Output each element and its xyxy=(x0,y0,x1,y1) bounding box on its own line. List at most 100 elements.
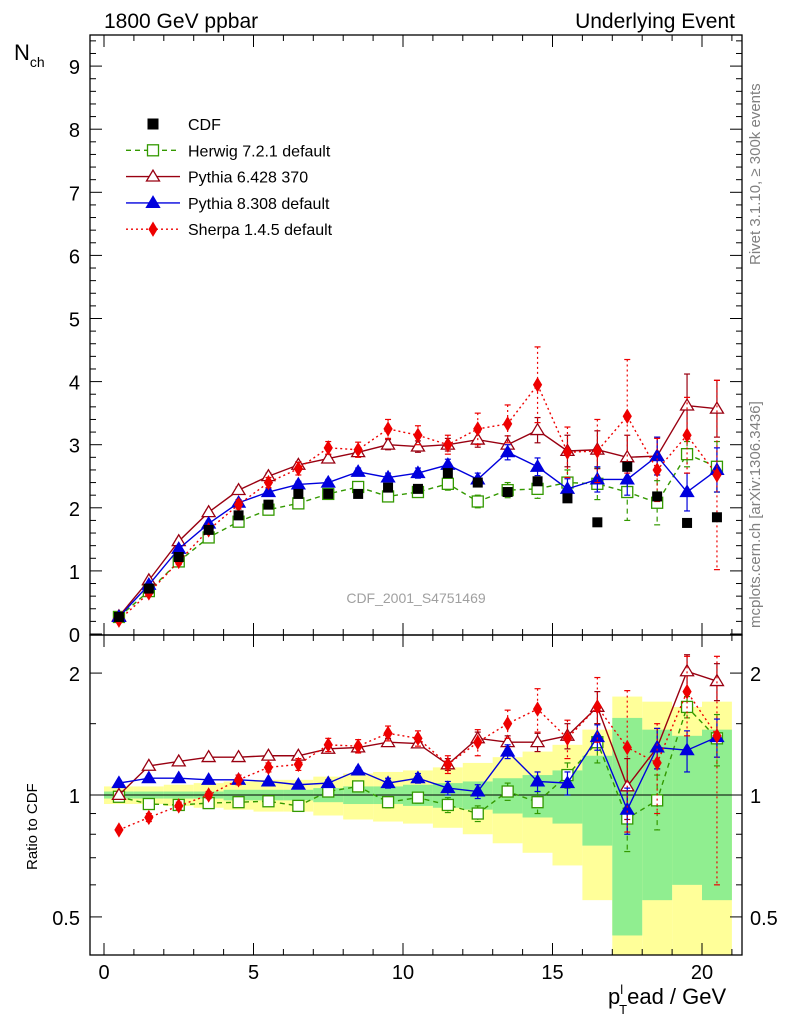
legend-label: Pythia 8.308 default xyxy=(188,196,330,213)
ratio-point xyxy=(233,772,244,788)
legend-label: CDF xyxy=(188,117,221,134)
ratio-point xyxy=(171,753,187,767)
ratio-point xyxy=(440,780,456,794)
x-tick-label: 10 xyxy=(392,962,414,984)
x-axis-label-rest: ead / GeV xyxy=(627,984,726,1009)
data-point xyxy=(679,397,695,411)
data-point xyxy=(201,504,217,518)
data-point xyxy=(323,440,333,456)
cdf-point xyxy=(682,517,693,528)
ratio-point xyxy=(501,785,514,798)
data-series xyxy=(113,461,722,622)
ratio-point xyxy=(562,730,573,747)
data-point xyxy=(471,495,484,508)
data-point xyxy=(413,427,423,443)
ratio-tick-label-right: 2 xyxy=(750,664,761,686)
ratio-point xyxy=(383,725,393,742)
legend-entry: Herwig 7.2.1 default xyxy=(126,143,331,160)
data-point xyxy=(443,437,453,453)
y-tick-label: 2 xyxy=(69,499,80,521)
ratio-point xyxy=(679,742,695,756)
data-point xyxy=(293,460,303,477)
data-point xyxy=(441,477,455,490)
ratio-point xyxy=(353,738,363,754)
ratio-point xyxy=(260,773,277,787)
ratio-point xyxy=(380,775,396,789)
side-label-top: Rivet 3.1.10, ≥ 300k events xyxy=(747,83,764,265)
axis-ticks: 0 1 2 3 4 5 6 7 8 9 0 5 10 15 20 0.5 0.5 1 1 2 2 xyxy=(52,35,778,984)
data-point xyxy=(230,482,247,496)
ratio-point xyxy=(622,739,632,756)
data-point xyxy=(353,442,363,458)
ratio-point xyxy=(411,791,425,804)
x-axis-label: pl Tead / GeV xyxy=(608,982,726,1017)
data-point xyxy=(383,421,393,437)
data-point xyxy=(622,408,632,425)
ratio-point xyxy=(470,783,486,797)
ratio-point xyxy=(649,739,665,753)
ratio-point xyxy=(682,683,692,700)
ratio-point xyxy=(262,795,275,808)
ratio-point xyxy=(532,701,543,717)
x-tick-label: 0 xyxy=(98,962,109,984)
data-point xyxy=(233,496,244,513)
ratio-point xyxy=(111,775,127,789)
data-point xyxy=(260,484,277,498)
ratio-point xyxy=(652,755,662,771)
data-point xyxy=(290,476,306,490)
ratio-point xyxy=(529,773,546,787)
cdf-point xyxy=(562,493,573,504)
ratio-point xyxy=(174,798,184,814)
x-axis-label-sup: l xyxy=(620,982,623,997)
ratio-point xyxy=(232,796,245,809)
legend-marker xyxy=(147,118,159,130)
cdf-point xyxy=(502,487,513,498)
ratio-point xyxy=(204,787,214,803)
y-tick-label: 0 xyxy=(69,625,80,647)
header-left: 1800 GeV ppbar xyxy=(104,10,258,33)
data-point xyxy=(709,400,725,414)
ratio-point xyxy=(473,734,483,750)
cdf-point xyxy=(622,461,633,472)
y-axis-label-sub: ch xyxy=(30,54,45,70)
cdf-point xyxy=(592,517,603,528)
legend-label: Sherpa 1.4.5 default xyxy=(188,222,333,239)
cdf-point xyxy=(173,552,184,563)
legend-marker xyxy=(145,195,161,208)
legend-label: Pythia 6.428 370 xyxy=(188,170,308,187)
ratio-point xyxy=(350,762,366,776)
ratio-point xyxy=(413,730,423,747)
y-tick-label: 6 xyxy=(69,246,80,268)
cdf-point xyxy=(203,524,214,535)
ratio-point xyxy=(144,809,154,826)
y-tick-label: 8 xyxy=(69,120,80,142)
x-tick-label: 5 xyxy=(248,962,259,984)
ratio-point xyxy=(263,759,274,776)
ratio-point xyxy=(381,796,395,809)
cdf-point xyxy=(143,583,154,594)
legend-marker xyxy=(145,168,161,182)
y-tick-label: 4 xyxy=(69,373,80,395)
ratio-point xyxy=(619,801,635,815)
data-point xyxy=(532,377,543,393)
ratio-point xyxy=(201,749,217,763)
watermark: CDF_2001_S4751469 xyxy=(346,590,486,606)
ratio-point xyxy=(589,729,605,743)
legend-marker xyxy=(148,221,158,237)
legend-label: Herwig 7.2.1 default xyxy=(188,143,331,160)
ratio-tick-label-right: 1 xyxy=(750,786,761,808)
ratio-point xyxy=(141,770,157,784)
ratio-point xyxy=(592,699,602,715)
ratio-point xyxy=(471,807,484,820)
data-point xyxy=(320,450,336,464)
data-point xyxy=(500,444,516,458)
ratio-point xyxy=(293,756,303,773)
side-label-bottom: mcplots.cern.ch [arXiv:1306.3436] xyxy=(747,401,764,628)
cdf-point xyxy=(293,488,304,499)
band-inner xyxy=(582,755,613,846)
legend-entry: Sherpa 1.4.5 default xyxy=(126,221,333,239)
data-point xyxy=(292,497,305,510)
y-tick-label: 1 xyxy=(69,562,80,584)
cdf-point xyxy=(442,468,453,479)
data-point xyxy=(592,443,602,459)
